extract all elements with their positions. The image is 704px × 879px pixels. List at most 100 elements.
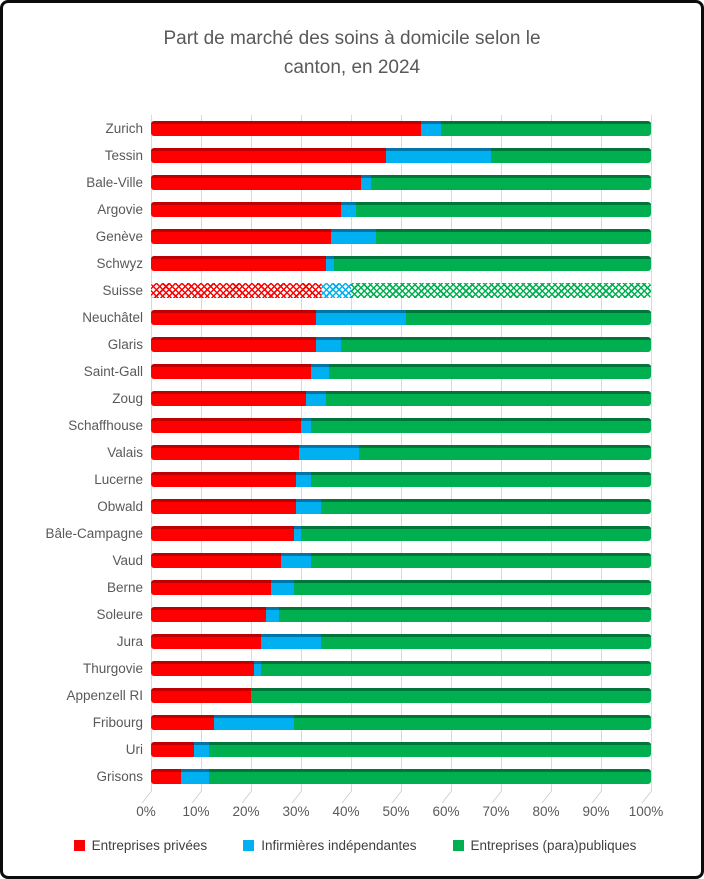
- chart-title-line-2: canton, en 2024: [283, 57, 421, 79]
- bar-segment: [321, 499, 651, 514]
- legend-item: Infirmières indépendantes: [243, 838, 417, 853]
- stacked-bar: [151, 391, 651, 406]
- chart-row: Appenzell RI: [3, 682, 701, 709]
- bar-segment: [321, 283, 351, 298]
- bar-segment: [341, 337, 651, 352]
- bar-track: [151, 655, 651, 682]
- bar-segment: [311, 364, 329, 379]
- stacked-bar: [151, 175, 651, 190]
- bar-track: [151, 412, 651, 439]
- bar-segment: [253, 661, 261, 676]
- chart-row: Berne: [3, 574, 701, 601]
- bar-segment: [328, 364, 651, 379]
- bar-segment: [311, 553, 651, 568]
- category-label: Zurich: [105, 121, 143, 136]
- x-tick-label: 80%: [532, 804, 560, 819]
- stacked-bar: [151, 499, 651, 514]
- category-label: Neuchâtel: [82, 310, 143, 325]
- bar-segment: [151, 472, 296, 487]
- stacked-bar: [151, 310, 651, 325]
- x-tick: [241, 791, 252, 803]
- bar-track: [151, 466, 651, 493]
- bar-segment: [331, 229, 376, 244]
- chart-row: Glaris: [3, 331, 701, 358]
- category-label: Schwyz: [96, 256, 143, 271]
- bar-segment: [261, 661, 651, 676]
- chart-row: Tessin: [3, 142, 701, 169]
- bar-segment: [151, 229, 331, 244]
- stacked-bar: [151, 742, 651, 757]
- category-label: Bâle-Campagne: [45, 526, 143, 541]
- bar-segment: [151, 418, 301, 433]
- chart-row: Uri: [3, 736, 701, 763]
- bar-track: [151, 763, 651, 790]
- chart-row: Grisons: [3, 763, 701, 790]
- x-tick: [491, 791, 502, 803]
- x-tick-label: 60%: [432, 804, 460, 819]
- x-tick-label: 20%: [232, 804, 260, 819]
- bar-track: [151, 196, 651, 223]
- chart-row: Saint-Gall: [3, 358, 701, 385]
- x-tick: [291, 791, 302, 803]
- stacked-bar: [151, 607, 651, 622]
- category-label: Soleure: [96, 607, 143, 622]
- x-tick: [441, 791, 452, 803]
- bar-track: [151, 520, 651, 547]
- bar-segment: [441, 121, 651, 136]
- x-tick-label: 40%: [332, 804, 360, 819]
- category-label: Appenzell RI: [66, 688, 143, 703]
- x-tick-label: 70%: [482, 804, 510, 819]
- chart-title: Part de marché des soins à domicile selo…: [72, 24, 632, 83]
- bar-segment: [151, 742, 194, 757]
- bar-segment: [281, 553, 311, 568]
- bar-track: [151, 358, 651, 385]
- legend-label: Entreprises (para)publiques: [470, 838, 637, 853]
- bar-track: [151, 250, 651, 277]
- category-label: Valais: [107, 445, 143, 460]
- bar-track: [151, 574, 651, 601]
- legend-label: Entreprises privées: [91, 838, 208, 853]
- bar-segment: [311, 472, 651, 487]
- chart-row: Suisse: [3, 277, 701, 304]
- chart-row: Obwald: [3, 493, 701, 520]
- category-label: Saint-Gall: [83, 364, 143, 379]
- bar-segment: [151, 364, 311, 379]
- bar-segment: [293, 715, 651, 730]
- chart-row: Bale-Ville: [3, 169, 701, 196]
- x-tick: [641, 791, 652, 803]
- bar-segment: [296, 499, 321, 514]
- x-tick-label: 30%: [282, 804, 310, 819]
- bar-segment: [151, 121, 421, 136]
- bar-track: [151, 169, 651, 196]
- chart-row: Schwyz: [3, 250, 701, 277]
- legend-swatch: [243, 840, 255, 851]
- bar-segment: [151, 526, 294, 541]
- chart-row: Bâle-Campagne: [3, 520, 701, 547]
- category-label: Uri: [125, 742, 143, 757]
- chart-title-line-1: Part de marché des soins à domicile selo…: [163, 28, 541, 49]
- bar-track: [151, 385, 651, 412]
- bar-segment: [491, 148, 651, 163]
- bar-segment: [376, 229, 651, 244]
- bar-track: [151, 601, 651, 628]
- bar-segment: [251, 688, 651, 703]
- stacked-bar: [151, 202, 651, 217]
- category-label: Vaud: [112, 553, 143, 568]
- bar-segment: [326, 391, 651, 406]
- x-axis-ticks: [141, 791, 655, 804]
- bar-track: [151, 709, 651, 736]
- legend-item: Entreprises (para)publiques: [452, 838, 637, 853]
- bar-segment: [151, 553, 281, 568]
- category-label: Zoug: [112, 391, 143, 406]
- bar-segment: [361, 175, 371, 190]
- bar-track: [151, 493, 651, 520]
- stacked-bar: [151, 148, 651, 163]
- category-label: Bale-Ville: [86, 175, 143, 190]
- bar-track: [151, 682, 651, 709]
- x-tick: [391, 791, 402, 803]
- bar-segment: [151, 337, 316, 352]
- chart-row: Fribourg: [3, 709, 701, 736]
- bar-segment: [151, 607, 266, 622]
- bar-segment: [151, 769, 181, 784]
- legend-label: Infirmières indépendantes: [261, 838, 417, 853]
